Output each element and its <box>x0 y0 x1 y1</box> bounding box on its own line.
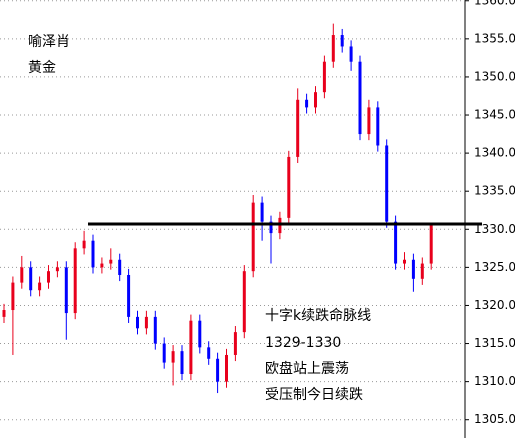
candle-body <box>260 202 264 222</box>
candle-body <box>216 358 220 382</box>
candle-body <box>367 107 371 135</box>
candle-body <box>376 107 380 146</box>
candle-body <box>171 351 175 363</box>
candle-body <box>38 282 42 291</box>
candle-body <box>73 248 77 314</box>
candle-body <box>82 240 86 249</box>
candle-body <box>225 354 228 382</box>
candle-body <box>11 282 15 311</box>
candle-body <box>278 217 282 234</box>
y-tick-label: 1330.0 <box>474 222 515 236</box>
candle-body <box>109 259 113 264</box>
candle-body <box>314 92 317 108</box>
candle-body <box>385 145 389 222</box>
candle-body <box>296 99 300 157</box>
annotation: 受压制今日续跌 <box>265 386 363 403</box>
candle-body <box>144 316 148 329</box>
candle-body <box>331 35 335 62</box>
y-tick-label: 1360.0 <box>474 0 515 7</box>
candle-body <box>207 347 211 359</box>
candle-body <box>136 316 139 329</box>
annotation: 1329-1330 <box>265 335 341 351</box>
y-tick-label: 1305.0 <box>474 412 515 426</box>
candle-body <box>403 259 406 264</box>
candle-body <box>47 271 50 283</box>
candle-body <box>20 267 24 283</box>
candle-body <box>118 259 122 275</box>
y-tick-label: 1310.0 <box>474 374 515 388</box>
candle-body <box>242 271 246 333</box>
y-tick-label: 1340.0 <box>474 146 515 160</box>
candle-body <box>322 61 326 93</box>
y-tick-label: 1335.0 <box>474 184 515 198</box>
candle-body <box>180 351 184 375</box>
y-tick-label: 1320.0 <box>474 298 515 312</box>
y-tick-label: 1350.0 <box>474 69 515 83</box>
candle-body <box>349 46 353 62</box>
candle-body <box>127 274 131 317</box>
candle-body <box>55 267 59 272</box>
candle-body <box>198 320 202 348</box>
y-tick-label: 1325.0 <box>474 260 515 274</box>
candle-body <box>251 202 255 272</box>
annotation: 十字k续跌命脉线 <box>265 307 371 324</box>
author: 喻泽肖 <box>28 34 70 50</box>
y-tick-label: 1355.0 <box>474 31 515 45</box>
candle-body <box>100 263 104 268</box>
y-tick-label: 1345.0 <box>474 108 515 122</box>
candle-body <box>358 61 362 135</box>
candle-body <box>64 267 68 314</box>
y-tick-label: 1315.0 <box>474 336 515 350</box>
candle-body <box>162 343 166 363</box>
candle-body <box>420 263 424 279</box>
candle-body <box>29 267 33 291</box>
candle-body <box>269 221 273 234</box>
candle-body <box>394 221 398 264</box>
candle-body <box>411 259 415 279</box>
annotation: 欧盘站上震荡 <box>265 360 349 377</box>
candle-body <box>429 225 433 264</box>
instrument: 黄金 <box>28 59 56 76</box>
candle-body <box>340 35 344 47</box>
candle-body <box>305 99 309 108</box>
candle-body <box>233 332 237 355</box>
candle-body <box>91 240 95 268</box>
candle-body <box>153 316 157 344</box>
candle-body <box>287 156 291 218</box>
candle-body <box>2 310 6 317</box>
candle-body <box>189 320 193 375</box>
